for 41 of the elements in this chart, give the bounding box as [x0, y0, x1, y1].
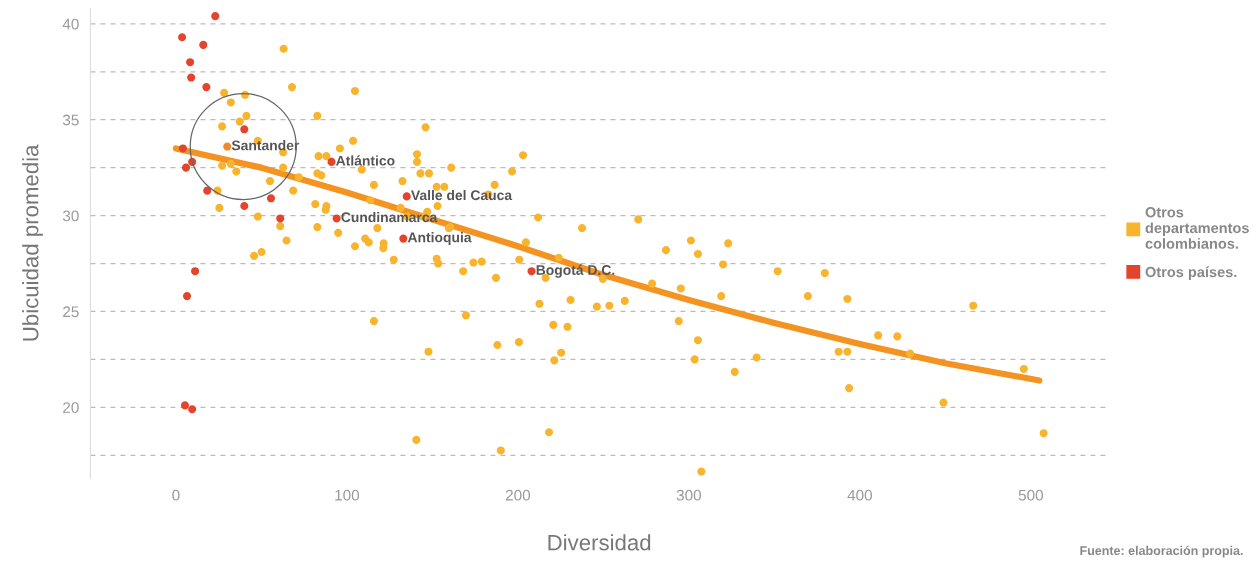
point — [178, 144, 187, 153]
point — [399, 234, 408, 243]
point — [203, 186, 212, 195]
x-tick-label: 100 — [335, 489, 360, 501]
y-tick-label: 25 — [63, 306, 79, 318]
point — [187, 73, 196, 82]
y-tick-label: 40 — [62, 18, 79, 30]
point — [180, 401, 190, 410]
point — [188, 405, 197, 414]
x-tick-label: 400 — [847, 489, 873, 501]
point — [327, 157, 336, 166]
x-tick-label: 300 — [676, 489, 702, 501]
point — [199, 40, 208, 49]
point — [181, 163, 191, 172]
point — [178, 33, 187, 42]
x-axis-title: Diversidad — [548, 534, 651, 551]
source-note: Fuente: elaboración propia. — [1080, 545, 1243, 558]
y-axis-title: Ubicuidad promedia — [22, 144, 43, 341]
y-tick-label: 30 — [62, 210, 79, 222]
point — [240, 125, 249, 134]
y-tick-label: 35 — [62, 114, 79, 126]
point — [182, 292, 192, 301]
point — [186, 58, 195, 67]
annotation: Antioquia — [407, 232, 472, 246]
annotation: Atlántico — [336, 155, 395, 166]
x-tick-label: 500 — [1018, 489, 1043, 501]
point — [202, 83, 211, 92]
point — [276, 214, 285, 223]
point — [240, 201, 249, 211]
x-tick-label: 0 — [172, 489, 180, 501]
point — [211, 12, 220, 21]
y-tick-label: 20 — [63, 402, 79, 414]
point — [191, 267, 200, 276]
point — [402, 192, 411, 201]
point — [527, 267, 536, 276]
point — [266, 194, 276, 203]
legend-label: Otros departamentos colombianos. — [1145, 207, 1249, 249]
legend-label: Otros países. — [1145, 266, 1237, 281]
point — [332, 214, 341, 223]
point — [223, 142, 232, 151]
x-tick-label: 200 — [505, 489, 531, 501]
